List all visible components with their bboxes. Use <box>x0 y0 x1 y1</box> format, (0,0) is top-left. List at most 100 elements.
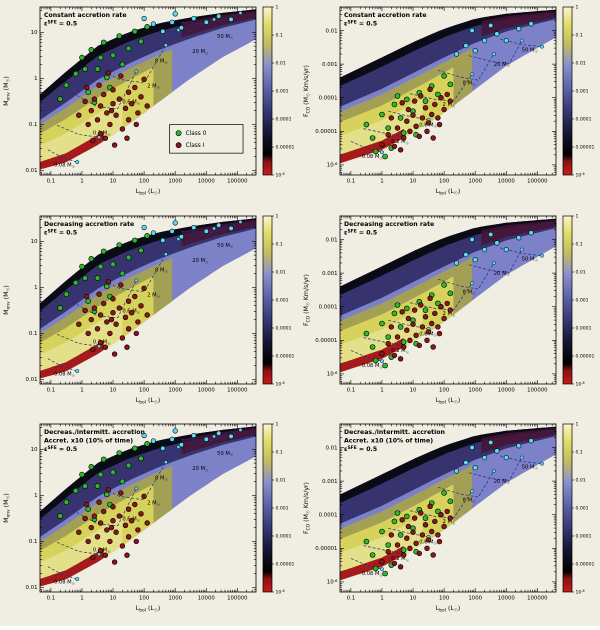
classI-point <box>138 94 144 100</box>
colorbar-tick-label: 0.01 <box>575 61 585 67</box>
classI-point <box>118 73 124 79</box>
plot-border <box>339 215 557 385</box>
class0-highmass-point <box>172 11 178 17</box>
classI-point <box>438 94 444 101</box>
colorbar-tick-label: 0.00001 <box>275 353 294 359</box>
classI-point <box>397 564 404 570</box>
panel-svg: 50 M☉20 M☉8 M☉2 M☉0.6 M☉0.2 M☉0.08 M☉0.1… <box>0 0 300 209</box>
classI-point <box>435 115 441 121</box>
track-end-marker <box>540 44 544 49</box>
class0-highmass-point <box>516 26 522 32</box>
classI-point <box>447 307 453 313</box>
x-tick-label: 100000 <box>527 596 548 602</box>
class0-point <box>132 445 138 452</box>
class0-highmass-point <box>481 455 488 461</box>
panel-title-line: Constant accretion rate <box>44 12 127 19</box>
classI-point <box>385 549 391 555</box>
classI-point <box>411 515 418 522</box>
classI-point <box>441 315 447 321</box>
colorbar-gradient <box>562 215 573 385</box>
colorbar-tick-label: 0.00001 <box>575 562 594 568</box>
mass-label: 0.2 M☉ <box>391 348 409 354</box>
classI-point <box>124 135 130 141</box>
classI-point <box>447 98 453 104</box>
class0-point <box>100 39 107 46</box>
classI-point <box>101 509 107 515</box>
track-0.2msun <box>363 545 404 555</box>
classI-point <box>391 143 398 150</box>
class0-point <box>382 571 388 577</box>
classI-point <box>416 133 423 140</box>
panel-svg: 50 M☉20 M☉8 M☉2 M☉0.6 M☉0.2 M☉0.08 M☉0.1… <box>300 417 600 626</box>
class0-point <box>379 529 385 535</box>
panel-decreasing-fco: 50 M☉ 20 M☉ 8 M☉ 2 M☉ 0.6 M☉ 0.2 M☉ 0.08 M☉ 0.1… <box>300 208 600 418</box>
classI-point <box>432 310 438 316</box>
classI-point <box>105 278 112 285</box>
classI-point <box>407 545 413 552</box>
y-tick-label: 0.01 <box>326 237 338 243</box>
x-tick-label: 10000 <box>198 178 216 184</box>
axes: 0.1 1 10 100 1000 10000 100000 0.01 0.1 1 10 <box>26 423 257 602</box>
class0-points <box>57 232 150 314</box>
track-20msun <box>468 457 523 482</box>
classI-point <box>422 105 429 111</box>
classI-point <box>427 503 433 510</box>
x-tick-label: 1 <box>380 387 383 393</box>
y-tick-label: 0.1 <box>29 331 38 337</box>
class0-point <box>385 125 392 131</box>
class0-point <box>85 298 92 304</box>
class0-highmass-point <box>494 239 500 246</box>
class0-highmass-point <box>488 22 494 29</box>
mass-label: 8 M☉ <box>463 289 476 295</box>
track-20msun <box>468 249 523 273</box>
classI-point <box>111 559 118 566</box>
y-tick-label: 0.001 <box>322 479 337 485</box>
classI-point <box>404 118 410 124</box>
y-tick-label: 0.00001 <box>315 129 337 135</box>
class0-highmass-point <box>463 460 469 466</box>
class0-point <box>57 96 64 102</box>
class0-highmass-point <box>203 19 209 25</box>
classI-point <box>101 300 107 306</box>
track-end-marker <box>519 38 524 43</box>
class0-point <box>94 66 101 72</box>
classI-point <box>118 281 124 288</box>
classI-point <box>391 352 398 358</box>
track-20msun <box>156 19 215 35</box>
y-tick-label: 10-6 <box>327 578 338 586</box>
classI-point <box>118 490 124 497</box>
colorbar-tick-label: 1 <box>275 422 278 428</box>
heatmap-layer <box>340 337 404 372</box>
classI-point <box>90 346 96 352</box>
classI-point <box>391 561 398 567</box>
classI-point <box>91 513 98 520</box>
x-tick-label: 100000 <box>227 178 248 184</box>
class0-highmass-points <box>141 11 234 34</box>
classI-point <box>399 517 405 523</box>
x-tick-label: 100 <box>439 178 450 184</box>
class0-highmass-point <box>516 443 522 449</box>
classI-point <box>404 535 410 542</box>
class0-point <box>100 248 107 254</box>
classI-point <box>94 325 101 332</box>
class0-highmass-point <box>150 438 156 444</box>
track-end-marker <box>470 280 475 285</box>
x-tick-label: 0.1 <box>347 178 356 184</box>
class0-point <box>144 232 150 239</box>
class0-highmass-point <box>169 19 175 25</box>
class0-point <box>422 515 429 522</box>
classI-point <box>424 128 430 134</box>
classI-point <box>419 323 426 330</box>
classI-point <box>425 120 432 126</box>
panel-title-line: εSFE = 0.5 <box>344 446 377 454</box>
class0-points <box>363 490 454 577</box>
class0-point <box>394 301 401 308</box>
classI-point <box>104 318 110 325</box>
classI-point <box>90 137 96 144</box>
heatmap-band <box>340 427 556 581</box>
classI-point <box>399 100 405 106</box>
y-tick-label: 0.00001 <box>315 546 337 552</box>
colorbar-tick-label: 0.01 <box>275 61 285 67</box>
classI-point <box>116 305 123 311</box>
class0-point <box>363 330 370 337</box>
